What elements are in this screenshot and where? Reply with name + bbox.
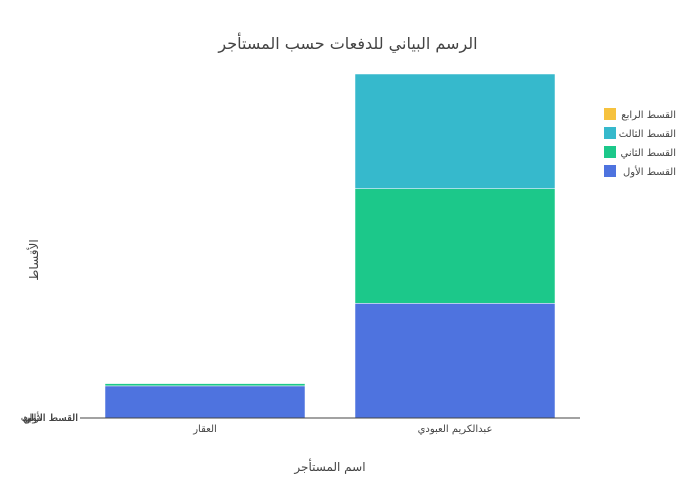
legend-label: القسط الثاني bbox=[621, 148, 676, 159]
y-tick-label: القسط الرابع bbox=[23, 413, 78, 424]
bars-group bbox=[104, 73, 556, 419]
bar-segment-1-2[interactable] bbox=[354, 73, 556, 189]
chart-title: الرسم البياني للدفعات حسب المستأجر bbox=[217, 32, 477, 54]
y-axis-title: الأقساط bbox=[26, 239, 41, 280]
legend-swatch bbox=[604, 146, 616, 158]
x-tick-label: العقار bbox=[192, 424, 217, 435]
legend-item[interactable]: القسط الثالث bbox=[604, 127, 676, 140]
legend-label: القسط الأول bbox=[623, 165, 676, 178]
legend-item[interactable]: القسط الثاني bbox=[604, 146, 676, 159]
legend-item[interactable]: القسط الرابع bbox=[604, 108, 676, 121]
bar-segment-1-0[interactable] bbox=[354, 303, 556, 419]
legend-swatch bbox=[604, 165, 616, 177]
x-tick-label: عبدالكريم العبودي bbox=[418, 424, 493, 435]
bar-segment-0-0[interactable] bbox=[104, 385, 306, 419]
legend-swatch bbox=[604, 127, 616, 139]
legend-label: القسط الرابع bbox=[621, 110, 676, 121]
y-tick-label: القسط الثالث bbox=[21, 413, 78, 424]
bar-segment-1-1[interactable] bbox=[354, 188, 556, 304]
bar-segment-0-1[interactable] bbox=[104, 383, 306, 387]
x-tick-labels: العقار عبدالكريم العبودي bbox=[192, 424, 492, 435]
x-axis-title: اسم المستأجر bbox=[293, 458, 365, 475]
y-tick-label: القسط الثاني bbox=[23, 413, 78, 424]
y-tick-label: القسط الأول bbox=[25, 411, 78, 424]
legend-swatch bbox=[604, 108, 616, 120]
legend-label: القسط الثالث bbox=[619, 129, 676, 140]
legend-item[interactable]: القسط الأول bbox=[604, 165, 676, 178]
legend[interactable]: القسط الرابع القسط الثالث القسط الثاني القس… bbox=[604, 108, 676, 178]
